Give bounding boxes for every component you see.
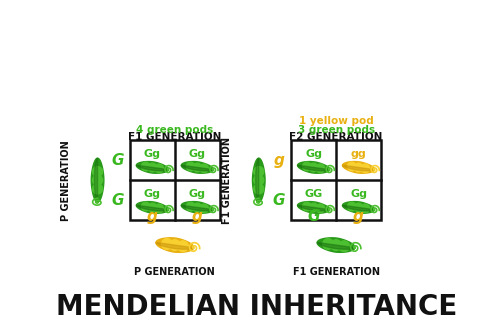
Circle shape <box>361 164 370 173</box>
Polygon shape <box>342 162 374 173</box>
Circle shape <box>92 167 102 177</box>
Circle shape <box>155 164 164 173</box>
Circle shape <box>302 162 311 171</box>
Text: G: G <box>308 209 320 224</box>
Circle shape <box>348 162 356 171</box>
Text: 3 green pods: 3 green pods <box>298 125 374 135</box>
Text: F1 GENERATION: F1 GENERATION <box>128 133 222 143</box>
Polygon shape <box>298 165 330 171</box>
Circle shape <box>178 241 188 252</box>
Polygon shape <box>298 162 330 173</box>
Text: P GENERATION: P GENERATION <box>134 267 215 277</box>
Text: MENDELIAN INHERITANCE: MENDELIAN INHERITANCE <box>56 293 457 321</box>
Polygon shape <box>298 205 330 211</box>
Polygon shape <box>136 165 168 171</box>
Polygon shape <box>256 158 259 202</box>
Circle shape <box>186 162 195 171</box>
Text: 4 green pods: 4 green pods <box>136 125 214 135</box>
Circle shape <box>316 204 324 213</box>
Bar <box>130 140 220 220</box>
Polygon shape <box>156 242 194 249</box>
Circle shape <box>193 203 202 212</box>
Circle shape <box>354 203 363 212</box>
Circle shape <box>186 202 195 211</box>
Polygon shape <box>252 158 265 202</box>
Circle shape <box>200 204 208 213</box>
Circle shape <box>162 239 172 249</box>
Circle shape <box>354 163 363 172</box>
Polygon shape <box>317 238 355 252</box>
Polygon shape <box>182 165 214 171</box>
Text: F1 GENERATION: F1 GENERATION <box>222 137 232 224</box>
Polygon shape <box>182 205 214 211</box>
Text: F2 GENERATION: F2 GENERATION <box>290 133 383 143</box>
Text: G: G <box>272 193 285 208</box>
Text: g: g <box>192 209 203 224</box>
Circle shape <box>330 240 342 250</box>
Circle shape <box>148 163 156 172</box>
Circle shape <box>323 239 334 249</box>
Text: g: g <box>353 209 364 224</box>
Polygon shape <box>342 165 374 171</box>
Circle shape <box>316 164 324 173</box>
Polygon shape <box>342 202 374 213</box>
Polygon shape <box>342 205 374 211</box>
Circle shape <box>92 184 102 194</box>
Text: g: g <box>274 153 285 168</box>
Polygon shape <box>92 158 104 202</box>
Circle shape <box>170 240 180 250</box>
Circle shape <box>310 163 318 172</box>
Polygon shape <box>298 202 330 213</box>
Circle shape <box>302 202 311 211</box>
Circle shape <box>92 175 102 185</box>
Text: Gg: Gg <box>144 189 161 199</box>
Circle shape <box>348 202 356 211</box>
Text: Gg: Gg <box>305 149 322 159</box>
Circle shape <box>361 204 370 213</box>
Polygon shape <box>182 162 214 173</box>
Polygon shape <box>156 238 194 252</box>
Polygon shape <box>136 205 168 211</box>
Circle shape <box>193 163 202 172</box>
Polygon shape <box>94 158 98 202</box>
Text: G: G <box>111 193 124 208</box>
Circle shape <box>254 184 264 194</box>
Circle shape <box>254 167 264 177</box>
Text: G: G <box>111 153 124 168</box>
Polygon shape <box>136 202 168 213</box>
Circle shape <box>338 241 349 252</box>
Text: P GENERATION: P GENERATION <box>61 140 71 220</box>
Bar <box>291 140 381 220</box>
Text: g: g <box>147 209 158 224</box>
Circle shape <box>254 175 264 185</box>
Text: Gg: Gg <box>189 189 206 199</box>
Circle shape <box>200 164 208 173</box>
Text: Gg: Gg <box>350 189 367 199</box>
Polygon shape <box>317 242 355 249</box>
Circle shape <box>148 203 156 212</box>
Polygon shape <box>182 202 214 213</box>
Polygon shape <box>136 162 168 173</box>
Circle shape <box>155 204 164 213</box>
Circle shape <box>142 162 150 171</box>
Circle shape <box>142 202 150 211</box>
Text: Gg: Gg <box>144 149 161 159</box>
Text: GG: GG <box>304 189 322 199</box>
Text: Gg: Gg <box>189 149 206 159</box>
Text: gg: gg <box>350 149 366 159</box>
Text: 1 yellow pod: 1 yellow pod <box>298 116 374 126</box>
Circle shape <box>310 203 318 212</box>
Text: F1 GENERATION: F1 GENERATION <box>292 267 380 277</box>
